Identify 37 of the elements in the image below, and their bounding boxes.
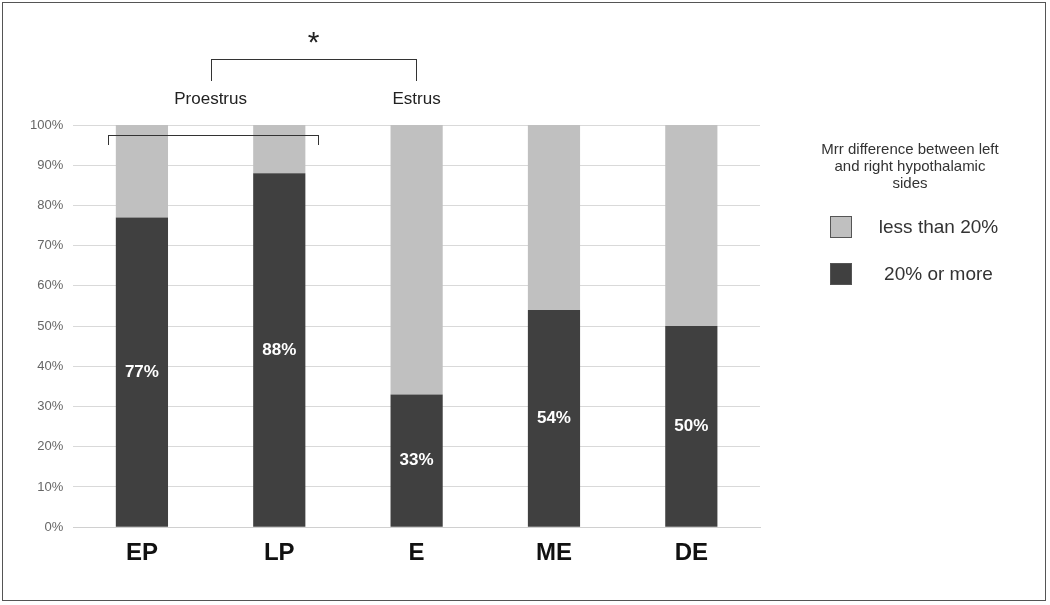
- data-label: 77%: [124, 361, 159, 381]
- bar: [115, 125, 169, 218]
- x-tick-label: E: [408, 538, 425, 566]
- y-tick-label: 60%: [37, 277, 64, 293]
- y-tick-label: 50%: [37, 317, 64, 333]
- data-label: 50%: [674, 416, 709, 436]
- y-tick-label: 70%: [37, 237, 64, 253]
- bar: [527, 125, 581, 311]
- bar: [665, 125, 718, 327]
- legend-label: 20% or more: [883, 262, 994, 285]
- y-tick-label: 40%: [37, 357, 64, 373]
- x-tick-label: LP: [263, 538, 295, 566]
- x-tick-label: ME: [535, 538, 572, 566]
- text: Estrus: [392, 89, 441, 109]
- text: *: [307, 25, 320, 59]
- bar: [390, 394, 443, 527]
- data-label: 54%: [536, 408, 571, 428]
- data-label: 88%: [262, 339, 297, 359]
- x-tick-label: DE: [674, 538, 708, 566]
- y-tick-label: 0%: [44, 518, 64, 534]
- y-tick-label: 90%: [37, 156, 64, 172]
- bar: [115, 217, 169, 527]
- legend-label: less than 20%: [877, 215, 1000, 238]
- bar: [390, 125, 443, 395]
- y-tick-label: 30%: [37, 398, 64, 414]
- bar: [253, 173, 306, 527]
- text: Proestrus: [174, 89, 247, 109]
- y-tick-label: 100%: [30, 116, 64, 132]
- legend-title: Mrr difference between left and right hypothalamic sides: [820, 140, 1000, 191]
- y-tick-label: 10%: [37, 478, 64, 494]
- bar: [253, 125, 306, 174]
- x-tick-label: EP: [125, 538, 158, 566]
- bar: [527, 310, 581, 527]
- data-label: 33%: [399, 450, 434, 470]
- y-tick-label: 20%: [37, 438, 64, 454]
- y-tick-label: 80%: [37, 197, 64, 213]
- bar: [665, 326, 718, 527]
